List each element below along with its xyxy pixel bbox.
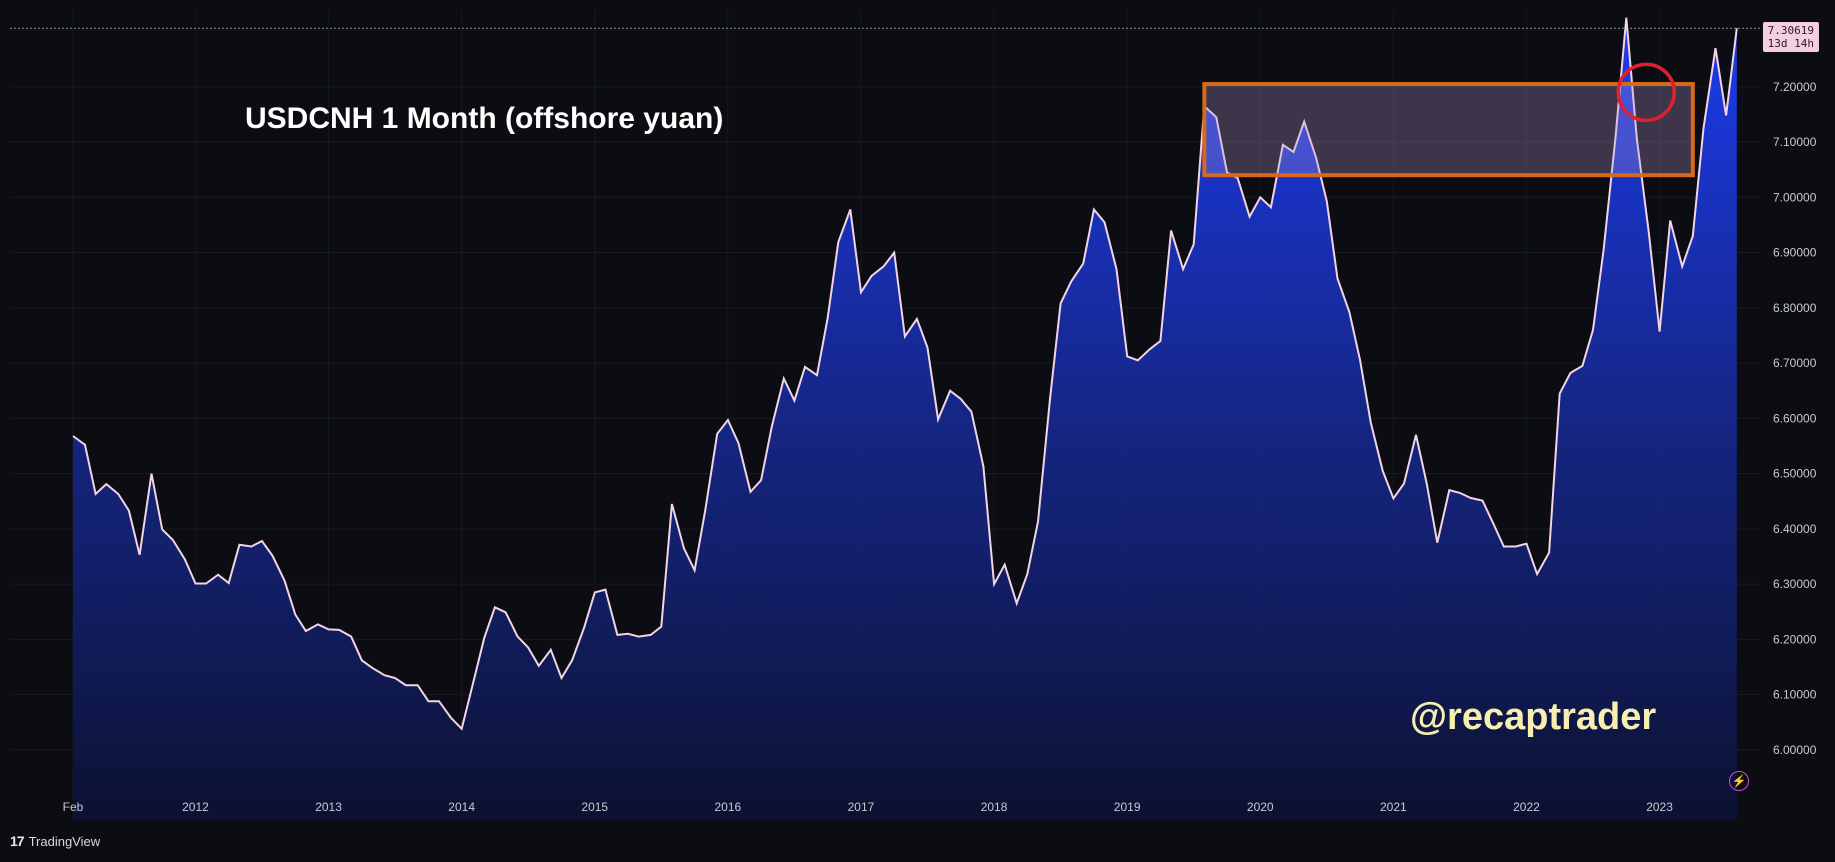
tradingview-brand[interactable]: 17 TradingView <box>10 833 100 849</box>
chart-title: USDCNH 1 Month (offshore yuan) <box>245 102 723 135</box>
x-tick-label: 2022 <box>1513 800 1540 814</box>
x-tick-label: 2019 <box>1114 800 1141 814</box>
x-tick-label: 2013 <box>315 800 342 814</box>
bar-countdown: 13d 14h <box>1767 37 1814 50</box>
lightning-bolt-icon[interactable]: ⚡ <box>1729 771 1749 791</box>
last-price-label: 7.30619 13d 14h <box>1762 22 1819 52</box>
x-tick-label: Feb <box>63 800 84 814</box>
x-tick-label: 2021 <box>1380 800 1407 814</box>
y-tick-label: 7.00000 <box>1773 190 1817 204</box>
x-tick-label: 2020 <box>1247 800 1274 814</box>
x-axis: Feb 2012 2013 2014 2015 2016 2017 2018 2019 2020 2… <box>63 800 1674 814</box>
y-axis: 7.20000 7.10000 7.00000 6.90000 6.80000 6.700… <box>1773 80 1817 757</box>
tradingview-name: TradingView <box>28 833 101 849</box>
x-tick-label: 2015 <box>581 800 608 814</box>
y-tick-label: 6.60000 <box>1773 411 1817 425</box>
tradingview-logo: 17 <box>10 833 25 849</box>
y-tick-label: 7.20000 <box>1773 80 1817 94</box>
y-tick-label: 6.00000 <box>1773 743 1817 757</box>
x-tick-label: 2018 <box>981 800 1008 814</box>
y-tick-label: 6.20000 <box>1773 632 1817 646</box>
x-tick-label: 2014 <box>448 800 475 814</box>
area-fill <box>73 17 1737 820</box>
y-tick-label: 6.70000 <box>1773 356 1817 370</box>
y-tick-label: 6.40000 <box>1773 522 1817 536</box>
x-tick-label: 2017 <box>848 800 875 814</box>
highlight-box <box>1202 82 1695 178</box>
y-tick-label: 6.10000 <box>1773 688 1817 702</box>
price-series-line <box>72 17 1738 731</box>
x-tick-label: 2016 <box>715 800 742 814</box>
x-tick-label: 2023 <box>1646 800 1673 814</box>
y-tick-label: 6.80000 <box>1773 301 1817 315</box>
author-watermark: @recaptrader <box>1410 696 1656 738</box>
x-tick-label: 2012 <box>182 800 209 814</box>
y-tick-label: 6.50000 <box>1773 467 1817 481</box>
y-tick-label: 7.10000 <box>1773 135 1817 149</box>
last-price-value: 7.30619 <box>1767 24 1814 37</box>
y-tick-label: 6.30000 <box>1773 577 1817 591</box>
highlight-circle <box>1616 62 1676 123</box>
y-tick-label: 6.90000 <box>1773 246 1817 260</box>
